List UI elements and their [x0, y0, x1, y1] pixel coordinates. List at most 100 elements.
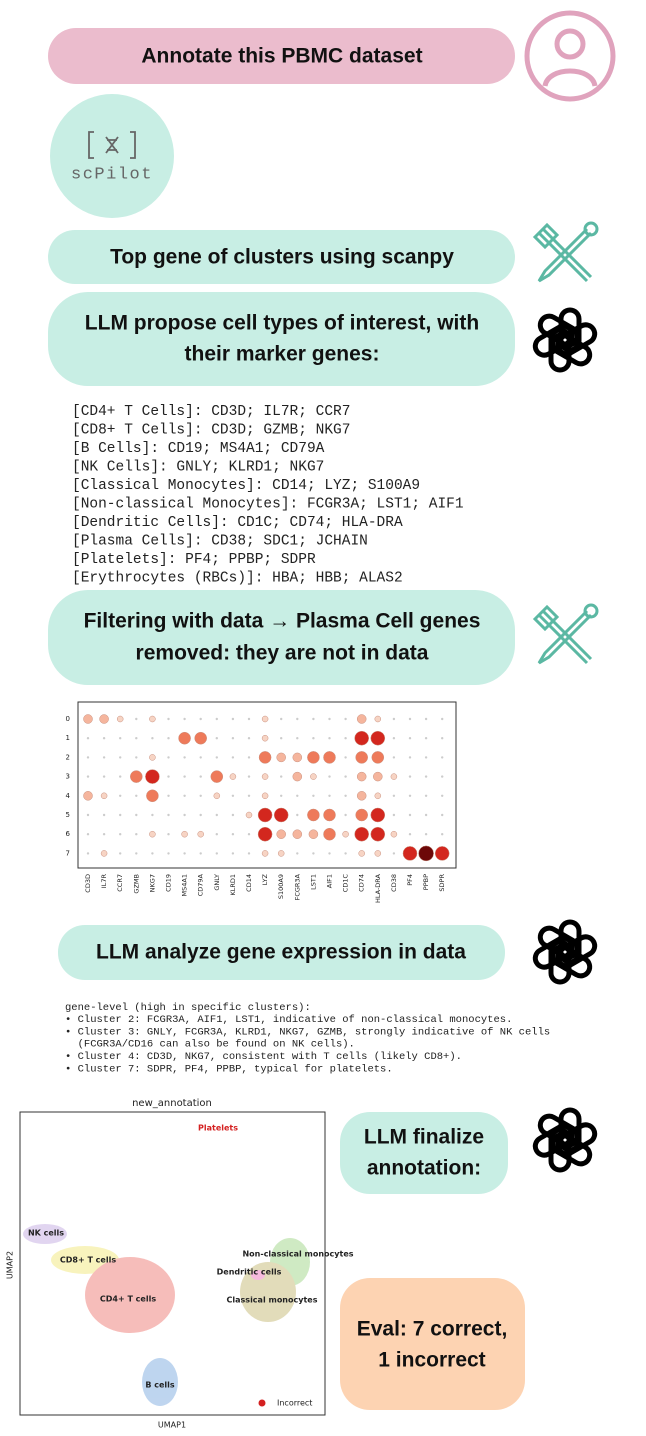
dot [356, 791, 367, 801]
dot [261, 850, 269, 857]
dot [441, 813, 444, 817]
umap-label: Non-classical monocytes [242, 1250, 353, 1259]
umap-label: Platelets [198, 1124, 238, 1133]
umap-label: NK cells [28, 1229, 64, 1238]
dot [408, 756, 412, 759]
dot [408, 813, 412, 817]
dot [358, 850, 365, 857]
dot [183, 794, 186, 797]
step-bubble [48, 230, 515, 284]
dot [261, 792, 269, 800]
dot [373, 771, 383, 782]
analysis-line: • Cluster 2: FCGR3A, AIF1, LST1, indicat… [65, 1014, 512, 1026]
dot [181, 830, 188, 838]
dot [86, 756, 90, 759]
dot [408, 794, 412, 797]
dot [119, 756, 122, 759]
step-bubble [48, 292, 515, 386]
dot [356, 714, 367, 724]
dot [344, 737, 347, 740]
dot [167, 813, 170, 817]
marker-line: [B Cells]: CD19; MS4A1; CD79A [72, 441, 325, 457]
dot [213, 792, 221, 800]
dot [328, 737, 331, 740]
dot [392, 794, 396, 797]
dot [86, 852, 90, 855]
gene-label: GZMB [132, 874, 140, 894]
dot [135, 852, 138, 855]
dot [280, 775, 283, 778]
row-label: 0 [66, 715, 70, 723]
dot [312, 717, 315, 721]
umap-label: CD4+ T cells [100, 1295, 156, 1304]
dot [130, 770, 143, 783]
dot [374, 792, 382, 800]
dot [276, 752, 286, 763]
dot [296, 717, 299, 721]
dot [197, 830, 204, 838]
dot [245, 811, 253, 819]
dot [247, 756, 251, 759]
dot [86, 775, 90, 778]
step-text: Filtering with data → Plasma Cell genes [84, 610, 481, 633]
dot [307, 808, 320, 822]
dot [280, 737, 283, 740]
dot [135, 717, 138, 721]
dot [374, 715, 382, 723]
dot [231, 794, 235, 797]
dot [247, 717, 251, 721]
eval-box [340, 1278, 525, 1410]
dot [145, 769, 160, 784]
dot [441, 775, 444, 778]
dot [392, 737, 396, 740]
dot [135, 833, 138, 836]
dot [390, 773, 398, 780]
analysis-line: • Cluster 3: GNLY, FCGR3A, KLRD1, NKG7, … [65, 1026, 550, 1038]
gene-label: PF4 [406, 874, 414, 886]
dot [424, 813, 428, 817]
dot [119, 852, 122, 855]
dot [178, 731, 191, 745]
dot [199, 775, 202, 778]
gene-label: CCR7 [116, 874, 124, 892]
dot [344, 775, 347, 778]
prompt-bubble [48, 28, 515, 84]
tools-icon [533, 221, 599, 283]
dot [308, 829, 319, 839]
dot [149, 715, 156, 723]
dot [149, 830, 156, 838]
dot [390, 830, 398, 838]
dot [167, 794, 170, 797]
dot [418, 845, 434, 862]
dot [424, 794, 428, 797]
dot [328, 852, 331, 855]
dot [276, 829, 286, 839]
tools-icon [533, 603, 599, 665]
dot [247, 794, 251, 797]
dot [215, 756, 218, 759]
dot [312, 737, 315, 740]
dot [231, 833, 235, 836]
dot [116, 715, 124, 723]
dot [199, 794, 202, 797]
dot [183, 852, 186, 855]
marker-line: [Platelets]: PF4; PPBP; SDPR [72, 552, 316, 568]
dot [408, 717, 412, 721]
dot [441, 833, 444, 836]
gene-label: S100A9 [277, 874, 285, 899]
dot [424, 737, 428, 740]
gene-label: CD19 [165, 874, 173, 892]
dot [199, 756, 202, 759]
dot [328, 717, 331, 721]
dot [151, 737, 154, 740]
dot [424, 717, 428, 721]
dot [328, 775, 331, 778]
step-text: annotation: [367, 1157, 481, 1180]
dot [86, 813, 90, 817]
dot [441, 737, 444, 740]
gene-label: CD74 [358, 874, 366, 892]
dot [408, 833, 412, 836]
step-text: removed: they are not in data [136, 642, 429, 665]
marker-line: [Dendritic Cells]: CD1C; CD74; HLA-DRA [72, 515, 403, 531]
dot [167, 737, 170, 740]
